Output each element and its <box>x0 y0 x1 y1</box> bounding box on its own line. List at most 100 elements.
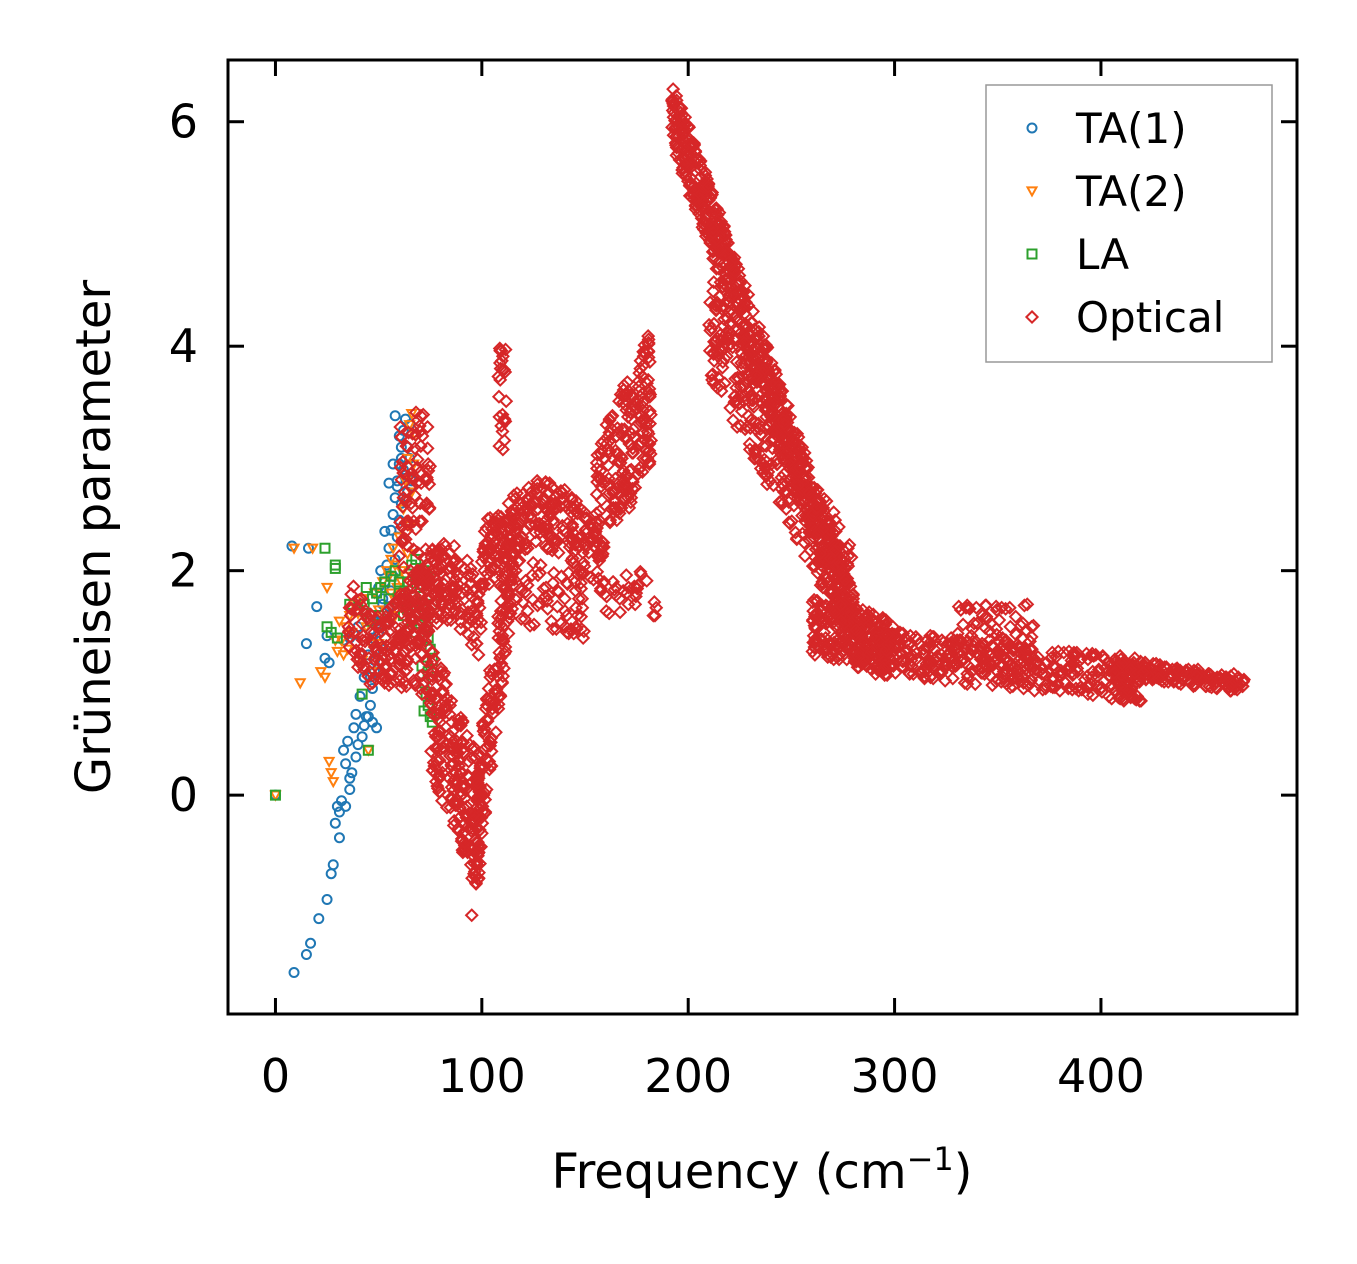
data-point <box>1031 664 1047 679</box>
data-point <box>709 302 724 317</box>
data-point <box>363 676 378 692</box>
data-point <box>342 735 354 747</box>
data-point <box>1016 681 1031 696</box>
data-point <box>767 432 782 447</box>
data-point <box>414 579 429 594</box>
data-point <box>755 396 770 411</box>
data-point <box>360 582 372 594</box>
data-point <box>614 451 630 466</box>
data-point <box>779 445 794 460</box>
data-point <box>425 706 440 721</box>
data-point <box>738 316 753 331</box>
data-point <box>817 491 832 506</box>
data-point <box>300 949 312 961</box>
data-point <box>354 690 366 702</box>
data-point <box>434 565 449 580</box>
data-point <box>354 616 369 631</box>
data-point <box>418 634 433 649</box>
data-point <box>530 477 545 492</box>
data-point <box>717 351 732 366</box>
data-point <box>392 653 407 668</box>
data-point <box>818 613 833 628</box>
data-point <box>460 553 475 568</box>
y-axis-label: Grüneisen parameter <box>66 280 122 795</box>
data-point <box>376 660 392 675</box>
data-point <box>636 358 651 373</box>
data-point <box>502 606 517 621</box>
legend-marker <box>1026 122 1038 134</box>
data-point <box>668 136 683 151</box>
data-point <box>823 563 839 578</box>
data-point <box>435 685 451 701</box>
data-point <box>397 635 412 650</box>
data-point <box>619 387 634 402</box>
data-point <box>444 715 459 730</box>
data-point <box>678 168 693 183</box>
y-tick-label-1: 2 <box>169 544 198 598</box>
data-point <box>571 591 586 606</box>
data-point <box>996 664 1011 679</box>
data-point <box>523 510 538 525</box>
data-point <box>1230 682 1245 697</box>
data-point <box>598 474 613 490</box>
data-point <box>950 626 965 641</box>
data-point <box>494 633 509 648</box>
data-point <box>618 483 633 499</box>
data-point <box>593 463 608 478</box>
data-point <box>750 330 765 345</box>
data-point <box>1123 662 1138 677</box>
x-tick-label-1: 100 <box>438 1049 526 1103</box>
data-point <box>415 428 430 444</box>
data-point <box>968 676 983 692</box>
data-point <box>602 515 618 530</box>
data-point <box>424 655 439 670</box>
data-point <box>737 335 752 350</box>
legend-label-la: LA <box>1076 230 1129 279</box>
data-point <box>727 263 742 279</box>
data-point <box>401 469 416 484</box>
data-point <box>530 568 546 583</box>
data-point <box>551 584 566 600</box>
data-point <box>341 619 356 634</box>
data-point <box>1027 683 1042 698</box>
data-point <box>779 397 794 412</box>
data-point <box>501 536 516 551</box>
data-point <box>766 478 781 493</box>
data-point <box>500 599 515 614</box>
data-point <box>641 350 656 365</box>
data-point <box>927 653 942 668</box>
data-point <box>1005 641 1021 656</box>
data-point <box>1023 673 1039 688</box>
data-point <box>448 552 463 567</box>
data-point <box>509 532 524 547</box>
data-point <box>510 500 525 515</box>
data-markers <box>269 82 1252 978</box>
data-point <box>327 859 339 871</box>
data-point <box>464 637 479 652</box>
data-point <box>425 664 440 679</box>
legend-label-ta2: TA(2) <box>1075 167 1187 216</box>
data-point <box>590 448 605 463</box>
data-point <box>1024 629 1039 644</box>
data-point <box>984 647 999 662</box>
data-point <box>807 647 822 662</box>
data-point <box>802 486 817 501</box>
data-point <box>941 647 956 662</box>
data-point <box>936 635 951 650</box>
data-point <box>319 542 331 554</box>
data-point <box>419 473 434 488</box>
data-point <box>346 767 358 779</box>
data-point <box>991 633 1006 648</box>
data-point <box>360 711 372 723</box>
data-point <box>1189 669 1204 684</box>
data-point <box>350 601 365 616</box>
data-point <box>311 601 323 613</box>
data-point <box>1065 668 1080 683</box>
data-point <box>1045 680 1060 695</box>
data-point <box>362 664 378 679</box>
data-point <box>894 626 909 641</box>
data-point <box>408 651 423 666</box>
data-point <box>379 525 391 537</box>
data-point <box>549 489 564 504</box>
data-point <box>570 608 585 623</box>
